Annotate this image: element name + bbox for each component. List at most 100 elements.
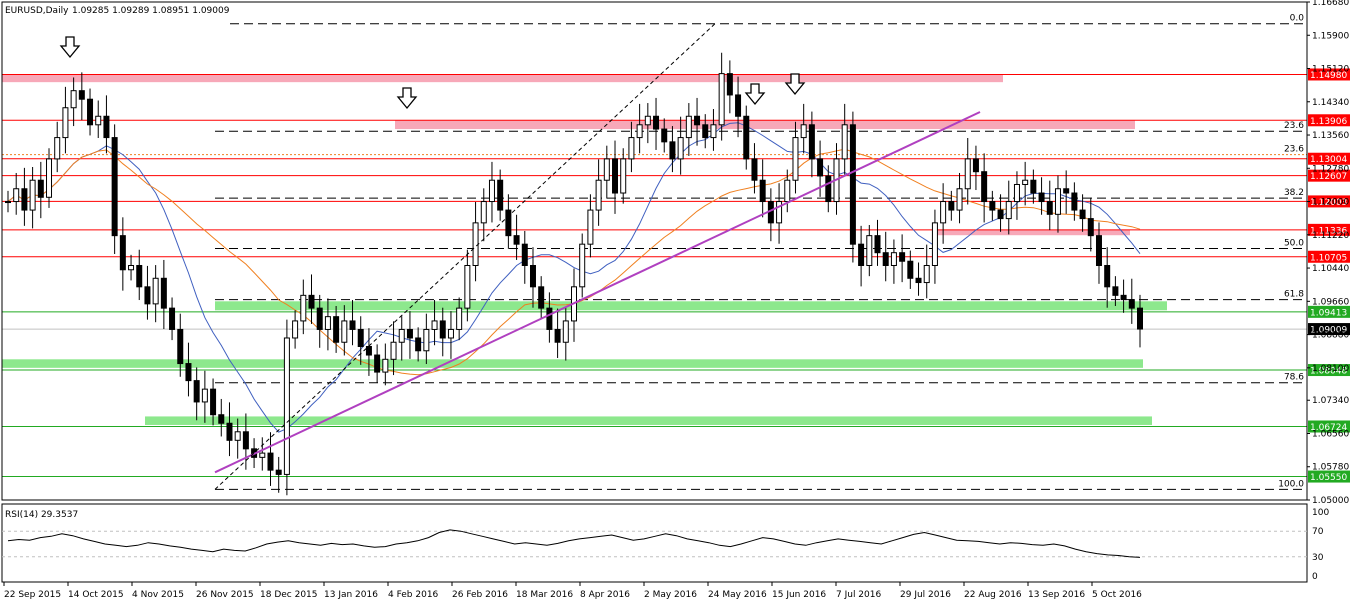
candle-body	[874, 235, 881, 254]
candle-body	[5, 201, 11, 204]
candle-body	[718, 73, 725, 126]
candle-body	[1054, 188, 1061, 215]
candle-body	[423, 328, 430, 352]
date-tick-label: 15 Jun 2016	[772, 590, 826, 600]
candle-body	[292, 320, 299, 339]
fib-diagonal-line	[214, 23, 716, 490]
level-tag-7	[1308, 305, 1350, 318]
price-tick-label: 1.15120	[1312, 65, 1349, 75]
candle-body	[800, 124, 807, 139]
price-tick-label: 1.13560	[1312, 131, 1349, 141]
level-label-6: 1.10705	[1310, 253, 1347, 263]
fib-label-3: 38.2	[1284, 188, 1304, 198]
candle-body	[948, 201, 955, 211]
price-tick-label: 1.05780	[1312, 463, 1349, 473]
price-tick-label: 1.12000	[1312, 198, 1349, 208]
candle-body	[210, 388, 217, 416]
date-tick-label: 7 Jul 2016	[836, 590, 881, 600]
level-tag-1	[1308, 114, 1350, 127]
candle-body	[415, 337, 422, 352]
fib-label-2: 23.6	[1284, 145, 1304, 155]
levels-layer: 1.14980 1.13906 1.13004 1.12607 1.12003 1.113…	[2, 68, 1350, 483]
candle-body	[1030, 179, 1037, 194]
candle-body	[940, 201, 947, 224]
main-frame	[1, 1, 1308, 501]
chart-header-ohlc: 1.09285 1.09289 1.08951 1.09009	[72, 6, 230, 16]
candle-body	[1120, 294, 1127, 301]
candle-body	[488, 179, 495, 203]
candle-body	[1005, 201, 1012, 220]
candle-body	[37, 179, 44, 198]
level-tag-8	[1308, 364, 1350, 377]
candle-body	[308, 294, 315, 309]
candle-body	[324, 316, 331, 330]
candle-body	[87, 98, 94, 126]
fib-label-1: 23.6	[1284, 121, 1304, 131]
candle-body	[882, 252, 889, 266]
zone-2	[935, 229, 1130, 236]
candle-body	[439, 320, 446, 339]
candle-body	[923, 264, 930, 284]
last-price-label: 1.09009	[1310, 326, 1347, 336]
candle-body	[808, 124, 815, 160]
level-tag-5	[1308, 223, 1350, 236]
level-label-5: 1.11336	[1310, 226, 1347, 236]
candle-body	[956, 188, 963, 211]
price-tick-label: 1.08880	[1312, 331, 1349, 341]
candle-body	[997, 209, 1004, 220]
candle-body	[726, 73, 733, 96]
candle-body	[62, 107, 69, 139]
candle-body	[653, 115, 660, 130]
candle-body	[743, 115, 750, 160]
candle-body	[382, 358, 389, 373]
candle-body	[1104, 264, 1111, 288]
fib-label-0: 0.0	[1290, 14, 1305, 24]
level-label-1: 1.13906	[1310, 117, 1347, 127]
candle-body	[751, 158, 758, 181]
candle-body	[406, 328, 413, 339]
candle-body	[644, 115, 651, 126]
candle-body	[981, 171, 988, 203]
date-tick-label: 14 Oct 2015	[68, 590, 124, 600]
candle-body	[562, 320, 569, 343]
candle-body	[595, 179, 602, 211]
candle-body	[119, 235, 126, 271]
level-tag-9	[1308, 420, 1350, 433]
candle-body	[357, 328, 364, 348]
candle-body	[1095, 235, 1102, 266]
candle-body	[21, 188, 28, 211]
date-tick-label: 24 May 2016	[708, 590, 767, 600]
candle-body	[480, 201, 487, 224]
arrows-layer	[59, 36, 806, 110]
candle-body	[628, 137, 635, 160]
candles-layer	[5, 52, 1143, 496]
candle-body	[989, 201, 996, 211]
price-tick-label: 1.09660	[1312, 297, 1349, 307]
candle-body	[669, 141, 676, 160]
candle-body	[160, 277, 167, 309]
level-label-8: 1.08048	[1310, 367, 1347, 377]
candle-body	[1022, 179, 1029, 185]
level-label-9: 1.06724	[1310, 423, 1347, 433]
zone-3	[215, 301, 1167, 311]
candle-body	[390, 341, 397, 360]
candle-body	[792, 137, 799, 181]
candle-body	[685, 115, 692, 139]
price-axis: 1.16680 1.15900 1.15120 1.14340 1.13560 1.127…	[1, 0, 1349, 506]
fib-label-4: 50.0	[1284, 238, 1304, 248]
down-arrow-icon	[784, 73, 806, 96]
date-tick-label: 13 Jan 2016	[324, 590, 378, 600]
candle-body	[776, 201, 783, 224]
candle-body	[546, 307, 553, 330]
candle-body	[464, 264, 471, 309]
candle-body	[849, 124, 856, 245]
zone-0	[2, 74, 1003, 83]
rsi-tick-label: 0	[1312, 572, 1318, 582]
date-tick-label: 5 Oct 2016	[1092, 590, 1142, 600]
candle-body	[177, 328, 184, 365]
candle-body	[185, 363, 192, 382]
candle-body	[259, 452, 266, 458]
fib-layer: 0.0 23.6 23.6 38.2 50.0 61.8 78.6 100.0	[215, 14, 1307, 490]
level-label-7: 1.09413	[1310, 308, 1347, 318]
